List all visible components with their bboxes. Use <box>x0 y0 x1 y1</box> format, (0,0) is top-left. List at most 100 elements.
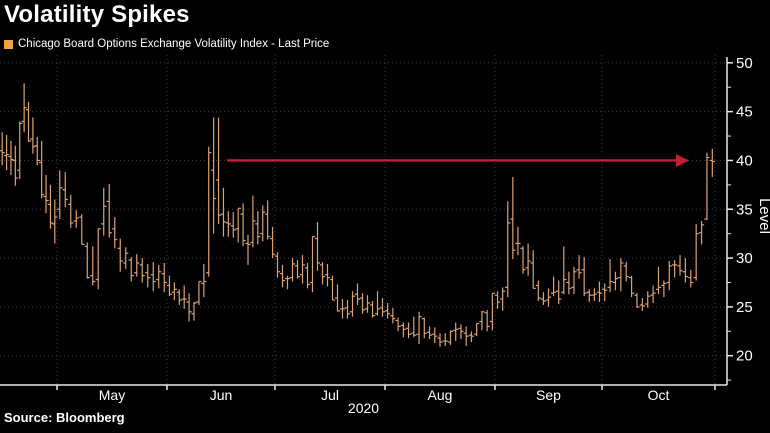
ohlc-bar <box>235 207 241 243</box>
ohlc-bar <box>269 226 276 259</box>
ohlc-bar <box>581 257 587 297</box>
ohlc-bar <box>289 258 296 282</box>
ohlc-bar <box>57 170 63 220</box>
ohlc-bar <box>304 262 311 289</box>
source-credit: Source: Bloomberg <box>4 410 125 425</box>
ohlc-bar <box>411 316 417 338</box>
ohlc-bar <box>106 183 112 238</box>
ohlc-bar <box>260 205 266 242</box>
ohlc-bar <box>677 255 683 276</box>
ohlc-bar <box>324 263 331 287</box>
ohlc-bar <box>274 252 281 278</box>
ohlc-bar <box>661 280 667 298</box>
ohlc-bar <box>255 211 261 245</box>
ohlc-bar <box>618 258 624 292</box>
ohlc-bar <box>215 117 222 224</box>
ohlc-bar <box>571 266 577 295</box>
ohlc-bar <box>505 201 511 298</box>
x-tick-label: Jun <box>210 387 233 403</box>
ohlc-bar <box>17 121 23 179</box>
ohlc-bar <box>405 322 412 339</box>
ohlc-bar <box>134 254 140 277</box>
ohlc-bar <box>334 284 341 312</box>
ohlc-bar <box>566 271 572 295</box>
y-tick-label: 45 <box>736 104 753 121</box>
y-axis-title: Level <box>756 198 770 234</box>
ohlc-bar <box>279 264 286 288</box>
y-tick-label: 50 <box>736 55 753 72</box>
x-axis: May Jun Jul Aug Sep Oct 2020 <box>56 385 716 416</box>
ohlc-bar <box>176 289 182 305</box>
ohlc-bar <box>128 257 134 282</box>
legend-label: Chicago Board Options Exchange Volatilit… <box>18 38 330 50</box>
ohlc-bar <box>319 261 326 285</box>
ohlc-bar <box>73 210 79 228</box>
ohlc-bar <box>693 223 699 281</box>
ohlc-bar <box>339 299 346 319</box>
x-axis-year-label: 2020 <box>348 400 379 416</box>
y-axis: 20 25 30 35 40 45 50 Level <box>727 55 770 381</box>
ohlc-bar <box>682 258 689 283</box>
ohlc-bar <box>206 146 212 277</box>
ohlc-bar <box>309 235 316 293</box>
ohlc-bar <box>421 317 427 339</box>
ohlc-bar <box>500 287 506 311</box>
trend-arrow <box>227 153 689 167</box>
ohlc-bar <box>650 285 656 303</box>
ohlc-bar <box>385 302 391 319</box>
ohlc-bar <box>666 261 672 291</box>
chart-legend: Chicago Board Options Exchange Volatilit… <box>4 38 329 50</box>
ohlc-bar <box>3 135 10 171</box>
ohlc-bar <box>416 311 422 344</box>
ohlc-bar <box>211 117 217 234</box>
ohlc-bar <box>390 307 396 324</box>
legend-swatch-icon <box>4 39 13 49</box>
ohlc-bar <box>515 226 521 256</box>
ohlc-bar <box>688 269 694 288</box>
y-tick-label: 25 <box>736 299 753 316</box>
ohlc-bar <box>550 276 557 297</box>
ohlc-bar <box>623 261 629 282</box>
ohlc-bar <box>639 298 645 311</box>
ohlc-bar <box>186 293 192 322</box>
ohlc-bar <box>201 263 207 298</box>
ohlc-bar <box>220 187 227 237</box>
ohlc-bar <box>645 291 651 308</box>
y-tick-label: 30 <box>736 250 753 267</box>
ohlc-bar <box>52 199 58 244</box>
ohlc-bar <box>672 260 678 278</box>
x-tick-label: May <box>99 387 125 403</box>
ohlc-bar <box>525 243 531 276</box>
ohlc-bar <box>468 331 475 343</box>
ohlc-bar <box>354 283 361 305</box>
ohlc-bar <box>426 326 433 340</box>
x-tick-label: Jul <box>321 387 339 403</box>
ohlc-bar <box>21 83 27 133</box>
ohlc-bar <box>586 289 592 303</box>
ohlc-bar <box>43 175 49 214</box>
ohlc-bar <box>447 330 454 345</box>
ohlc-bar <box>369 301 376 318</box>
x-tick-label: Oct <box>648 387 670 403</box>
ohlc-bar <box>395 317 401 332</box>
ohlc-bar <box>294 260 301 279</box>
ohlc-bar <box>191 302 197 321</box>
ohlc-bar <box>161 262 167 293</box>
ohlc-bar <box>379 298 386 317</box>
ohlc-bar <box>628 275 635 298</box>
ohlc-bar <box>442 333 448 346</box>
ohlc-bar <box>479 310 485 331</box>
ohlc-bar <box>596 281 603 303</box>
ohlc-bar <box>607 259 613 293</box>
ohlc-bar <box>489 292 495 331</box>
ohlc-bar <box>0 132 5 166</box>
ohlc-bar <box>39 140 45 199</box>
y-tick-label: 40 <box>736 152 753 169</box>
ohlc-bar <box>245 234 251 265</box>
ohlc-bar <box>494 291 501 309</box>
ohlc-bar <box>101 187 107 236</box>
ohlc-bar <box>196 280 202 305</box>
ohlc-bar <box>576 255 582 279</box>
ohlc-bar <box>530 250 536 289</box>
